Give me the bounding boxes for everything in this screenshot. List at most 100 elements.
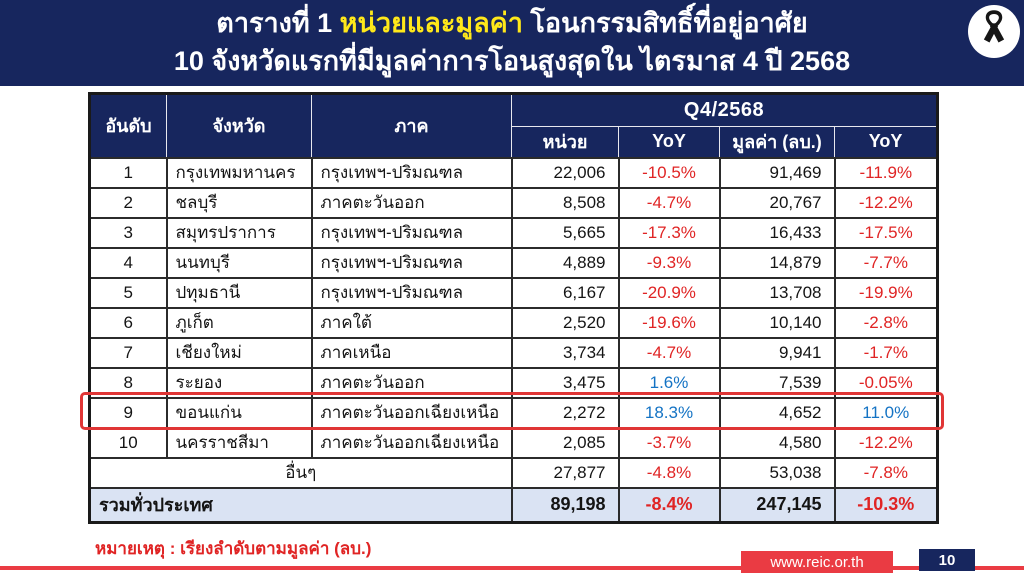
mourning-ribbon-icon [977,8,1011,55]
cell-province: ภูเก็ต [165,306,313,339]
cell-units-yoy: -20.9% [617,276,721,309]
national-total-row-label: รวมทั่วประเทศ [88,486,513,524]
cell-value-yoy: -12.2% [833,186,939,219]
cell-value-yoy: -12.2% [833,426,939,459]
table-row: 2 ชลบุรี ภาคตะวันออก 8,508 -4.7% 20,767 -12.2% [88,186,939,219]
slide-title-line2: 10 จังหวัดแรกที่มีมูลค่าการโอนสูงสุดใน ไ… [173,46,851,76]
cell-units-yoy: -9.3% [617,246,721,279]
table-row: 10 นครราชสีมา ภาคตะวันออกเฉียงเหนือ 2,085 -3… [88,426,939,459]
cell-units-yoy: 1.6% [617,366,721,399]
cell-value: 10,140 [718,306,836,339]
cell-province: สมุทรปราการ [165,216,313,249]
cell-region: กรุงเทพฯ-ปริมณฑล [310,216,513,249]
cell-value: 13,708 [718,276,836,309]
cell-region: ภาคตะวันออก [310,366,513,399]
cell-value-yoy: -19.9% [833,276,939,309]
title-band: ตารางที่ 1 หน่วยและมูลค่า โอนกรรมสิทธิ์ท… [0,0,1024,86]
cell-value: 4,652 [718,396,836,429]
table-body: 1 กรุงเทพมหานคร กรุงเทพฯ-ปริมณฑล 22,006 -10.… [88,156,939,524]
cell-units: 89,198 [510,486,620,524]
table-row: 7 เชียงใหม่ ภาคเหนือ 3,734 -4.7% 9,941 -1.7% [88,336,939,369]
cell-value-yoy: -0.05% [833,366,939,399]
cell-province: กรุงเทพมหานคร [165,156,313,189]
cell-value: 247,145 [718,486,836,524]
cell-region: ภาคตะวันออก [310,186,513,219]
title-prefix: ตารางที่ 1 [216,8,340,38]
cell-units: 4,889 [510,246,620,279]
col-header-units: หน่วย [511,126,619,158]
table-row: 4 นนทบุรี กรุงเทพฯ-ปริมณฑล 4,889 -9.3% 14,879… [88,246,939,279]
col-header-value: มูลค่า (ลบ.) [719,126,835,158]
cell-rank: 2 [88,186,168,219]
table-row-highlighted: 9 ขอนแก่น ภาคตะวันออกเฉียงเหนือ 2,272 18.3% 4… [88,396,939,429]
cell-province: เชียงใหม่ [165,336,313,369]
cell-units-yoy: -4.8% [617,456,721,489]
cell-units-yoy: -19.6% [617,306,721,339]
table-row: 5 ปทุมธานี กรุงเทพฯ-ปริมณฑล 6,167 -20.9% 13,7… [88,276,939,309]
col-header-units-yoy: YoY [618,126,720,158]
cell-units: 3,475 [510,366,620,399]
slide-title-line1: ตารางที่ 1 หน่วยและมูลค่า โอนกรรมสิทธิ์ท… [0,4,1024,42]
cell-value: 14,879 [718,246,836,279]
col-header-region: ภาค [311,93,512,158]
cell-rank: 10 [88,426,168,459]
cell-value: 91,469 [718,156,836,189]
cell-region: ภาคใต้ [310,306,513,339]
cell-region: กรุงเทพฯ-ปริมณฑล [310,276,513,309]
cell-rank: 5 [88,276,168,309]
cell-units: 6,167 [510,276,620,309]
cell-value-yoy: -17.5% [833,216,939,249]
cell-region: กรุงเทพฯ-ปริมณฑล [310,246,513,279]
mourning-ribbon-badge [968,5,1020,58]
cell-units: 22,006 [510,156,620,189]
cell-units-yoy: 18.3% [617,396,721,429]
cell-units-yoy: -3.7% [617,426,721,459]
cell-rank: 1 [88,156,168,189]
cell-rank: 4 [88,246,168,279]
cell-value-yoy: -7.8% [833,456,939,489]
cell-value-yoy: 11.0% [833,396,939,429]
table-row: 8 ระยอง ภาคตะวันออก 3,475 1.6% 7,539 -0.05% [88,366,939,399]
cell-units: 2,085 [510,426,620,459]
cell-value: 53,038 [718,456,836,489]
cell-value: 4,580 [718,426,836,459]
cell-value-yoy: -10.3% [833,486,939,524]
cell-value: 16,433 [718,216,836,249]
cell-units-yoy: -4.7% [617,336,721,369]
cell-province: นนทบุรี [165,246,313,279]
others-row: อื่นๆ 27,877 -4.8% 53,038 -7.8% [88,456,939,489]
table-row: 1 กรุงเทพมหานคร กรุงเทพฯ-ปริมณฑล 22,006 -10.… [88,156,939,189]
cell-province: ระยอง [165,366,313,399]
title-highlight: หน่วยและมูลค่า [339,8,523,38]
cell-region: ภาคตะวันออกเฉียงเหนือ [310,426,513,459]
website-link[interactable]: www.reic.or.th [741,551,893,573]
cell-region: กรุงเทพฯ-ปริมณฑล [310,156,513,189]
cell-region: ภาคตะวันออกเฉียงเหนือ [310,396,513,429]
cell-region: ภาคเหนือ [310,336,513,369]
national-total-row: รวมทั่วประเทศ 89,198 -8.4% 247,145 -10.3% [88,486,939,524]
cell-value-yoy: -11.9% [833,156,939,189]
cell-value-yoy: -7.7% [833,246,939,279]
page-number: 10 [919,549,975,571]
cell-value-yoy: -1.7% [833,336,939,369]
cell-rank: 8 [88,366,168,399]
table-row: 6 ภูเก็ต ภาคใต้ 2,520 -19.6% 10,140 -2.8% [88,306,939,339]
cell-units: 27,877 [510,456,620,489]
cell-units: 2,272 [510,396,620,429]
cell-province: นครราชสีมา [165,426,313,459]
cell-value: 20,767 [718,186,836,219]
cell-units-yoy: -8.4% [617,486,721,524]
cell-province: ปทุมธานี [165,276,313,309]
col-header-province: จังหวัด [166,93,312,158]
col-group-header-quarter: Q4/2568 [510,93,939,127]
table-row: 3 สมุทรปราการ กรุงเทพฯ-ปริมณฑล 5,665 -17.3% 1… [88,216,939,249]
footnote: หมายเหตุ : เรียงลำดับตามมูลค่า (ลบ.) [95,539,372,558]
cell-units-yoy: -4.7% [617,186,721,219]
col-header-value-yoy: YoY [833,126,939,158]
cell-province: ชลบุรี [165,186,313,219]
cell-units-yoy: -17.3% [617,216,721,249]
cell-value: 7,539 [718,366,836,399]
title-suffix: โอนกรรมสิทธิ์ที่อยู่อาศัย [522,8,808,38]
transfer-statistics-table: อันดับ จังหวัด ภาค Q4/2568 หน่วย YoY มูล… [88,92,940,524]
cell-rank: 7 [88,336,168,369]
